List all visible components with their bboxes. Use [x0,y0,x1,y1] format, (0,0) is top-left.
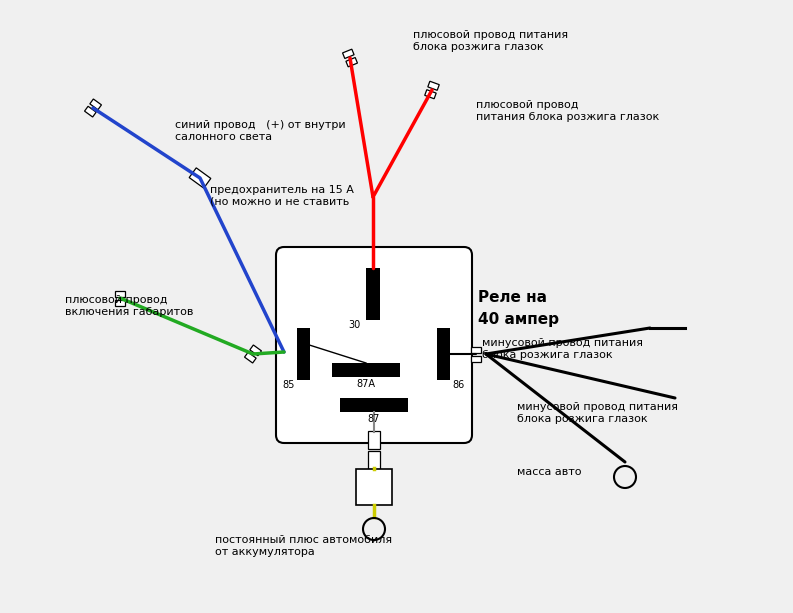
Text: минусовой провод питания
блока розжига глазок: минусовой провод питания блока розжига г… [482,338,643,360]
Text: постоянный плюс автомобиля
от аккумулятора: постоянный плюс автомобиля от аккумулято… [215,535,392,557]
Polygon shape [471,346,481,352]
Polygon shape [250,345,262,356]
Polygon shape [115,291,125,297]
Polygon shape [115,300,125,305]
Text: 87: 87 [368,414,380,424]
FancyBboxPatch shape [276,247,472,443]
Polygon shape [90,99,102,110]
Text: 40 ампер: 40 ампер [478,312,559,327]
Text: плюсовой провод
включения габаритов: плюсовой провод включения габаритов [65,295,193,316]
Polygon shape [343,49,354,58]
Polygon shape [346,58,358,67]
Bar [297,328,310,380]
Polygon shape [368,451,380,469]
Text: минусовой провод питания
блока розжига глазок: минусовой провод питания блока розжига г… [517,402,678,424]
Polygon shape [427,82,439,90]
Polygon shape [471,356,481,362]
Polygon shape [85,106,96,117]
Text: синий провод   (+) от внутри
салонного света: синий провод (+) от внутри салонного све… [175,120,346,142]
Bar [332,363,400,377]
Polygon shape [244,352,256,363]
Bar [340,398,408,412]
Text: плюсовой провод
питания блока розжига глазок: плюсовой провод питания блока розжига гл… [476,100,659,121]
Text: 87A: 87A [357,379,376,389]
Polygon shape [190,168,211,188]
Bar [356,469,392,505]
Text: Реле на: Реле на [478,290,547,305]
Text: 85: 85 [282,380,295,390]
Polygon shape [425,89,436,99]
Text: предохранитель на 15 А
(но можно и не ставить: предохранитель на 15 А (но можно и не ст… [210,185,354,207]
Bar [366,268,380,320]
Text: масса авто: масса авто [517,467,581,477]
Bar [437,328,450,380]
Text: 30: 30 [349,320,361,330]
Polygon shape [368,431,380,449]
Text: 86: 86 [452,380,464,390]
Text: плюсовой провод питания
блока розжига глазок: плюсовой провод питания блока розжига гл… [413,30,568,51]
